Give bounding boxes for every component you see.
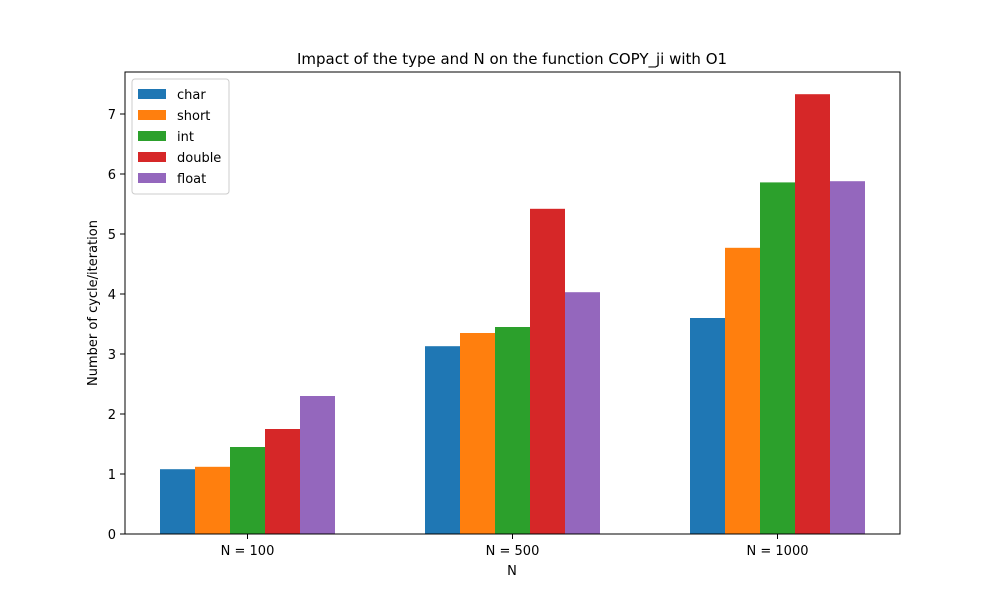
- x-tick-label: N = 100: [221, 544, 275, 559]
- y-tick-label: 3: [108, 348, 116, 363]
- legend-swatch-int: [138, 131, 166, 141]
- x-tick-label: N = 500: [486, 544, 540, 559]
- bar-char-1: [425, 346, 460, 534]
- y-tick-label: 5: [108, 228, 116, 243]
- x-tick-label: N = 1000: [747, 544, 809, 559]
- bar-char-2: [690, 318, 725, 534]
- chart-title: Impact of the type and N on the function…: [297, 50, 727, 69]
- bar-char-0: [160, 469, 195, 534]
- bar-short-1: [460, 333, 495, 534]
- bar-float-1: [565, 292, 600, 534]
- legend-label-int: int: [177, 130, 194, 145]
- legend-swatch-float: [138, 173, 166, 183]
- bar-float-2: [830, 181, 865, 534]
- y-axis-label: Number of cycle/iteration: [86, 220, 101, 386]
- legend: char short int double float: [131, 78, 230, 195]
- legend-label-float: float: [177, 172, 206, 187]
- legend-label-double: double: [177, 151, 221, 166]
- bar-double-2: [795, 94, 830, 534]
- legend-swatch-double: [138, 152, 166, 162]
- bars-group: [160, 94, 865, 535]
- x-axis: N = 100 N = 500 N = 1000: [221, 534, 809, 559]
- y-tick-label: 1: [108, 468, 116, 483]
- bar-float-0: [300, 396, 335, 534]
- bar-short-0: [195, 466, 230, 534]
- y-tick-label: 7: [108, 108, 116, 123]
- legend-label-char: char: [177, 88, 206, 103]
- x-axis-label: N: [507, 564, 517, 579]
- bar-int-1: [495, 327, 530, 534]
- legend-swatch-short: [138, 110, 166, 120]
- y-tick-label: 4: [108, 288, 116, 303]
- y-axis: 0 1 2 3 4 5 6 7: [108, 108, 125, 543]
- legend-box: [131, 78, 230, 195]
- y-tick-label: 6: [108, 168, 116, 183]
- bar-short-2: [725, 247, 760, 535]
- y-tick-label: 2: [108, 408, 116, 423]
- bar-double-0: [265, 429, 300, 534]
- bar-int-2: [760, 182, 795, 534]
- bar-double-1: [530, 208, 565, 535]
- bar-int-0: [230, 447, 265, 534]
- legend-label-short: short: [177, 109, 210, 124]
- legend-swatch-char: [138, 89, 166, 99]
- y-tick-label: 0: [108, 528, 116, 543]
